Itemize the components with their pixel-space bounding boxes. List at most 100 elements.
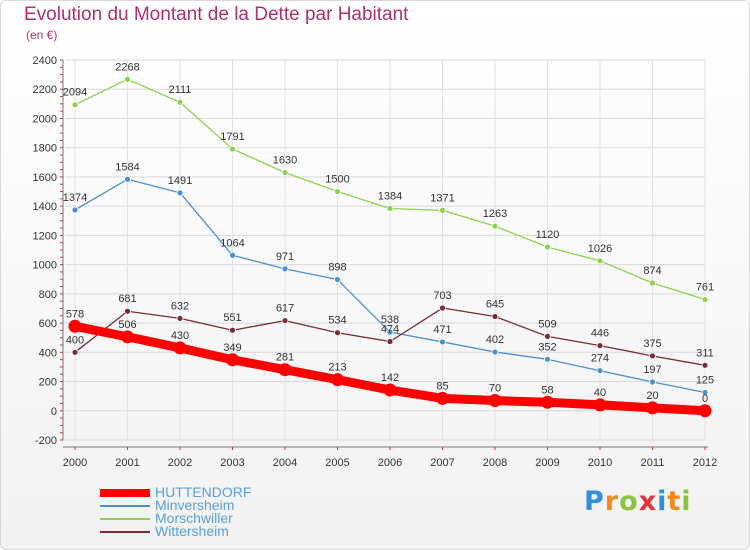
y-tick-label: 200 xyxy=(39,377,57,389)
x-tick-label: 2007 xyxy=(430,457,454,469)
data-point xyxy=(439,338,446,346)
data-point xyxy=(386,328,394,336)
data-point xyxy=(488,394,502,408)
data-label: 311 xyxy=(696,347,714,359)
data-point xyxy=(176,314,184,322)
data-label: 1371 xyxy=(430,192,454,204)
x-tick-label: 2011 xyxy=(641,457,665,469)
data-label: 2268 xyxy=(115,61,139,73)
data-label: 538 xyxy=(381,314,399,326)
data-point xyxy=(229,251,236,259)
data-point xyxy=(173,341,187,355)
data-point xyxy=(593,398,607,412)
data-point xyxy=(331,373,344,387)
data-label: 281 xyxy=(276,352,294,364)
data-label: 125 xyxy=(696,375,714,387)
y-tick-label: 1000 xyxy=(33,260,57,272)
logo-letter: P xyxy=(584,486,605,517)
data-label: 40 xyxy=(594,387,606,399)
data-point xyxy=(383,383,397,397)
data-point xyxy=(649,279,656,287)
x-tick-label: 2006 xyxy=(378,457,402,469)
data-label: 2111 xyxy=(169,84,192,96)
grid-lines xyxy=(65,59,706,441)
logo-letter: x xyxy=(638,486,658,517)
data-point xyxy=(544,332,551,340)
data-label: 471 xyxy=(433,324,451,336)
data-labels: 578 506 430 349 281 213 142 85 70 58 40 20 0 1374 1584… xyxy=(63,61,714,404)
data-point xyxy=(334,188,341,195)
data-point xyxy=(596,257,604,265)
proxiti-logo: Proxiti xyxy=(584,486,692,517)
data-label: 1491 xyxy=(168,175,192,187)
logo-letter: r xyxy=(604,486,620,517)
data-label: 2094 xyxy=(63,87,87,99)
data-label: 509 xyxy=(538,318,556,330)
data-point xyxy=(121,330,134,344)
data-label: 1791 xyxy=(220,131,244,143)
data-label: 1384 xyxy=(378,190,402,202)
data-point xyxy=(124,75,131,83)
data-label: 551 xyxy=(223,312,241,324)
x-tick-label: 2008 xyxy=(483,457,507,469)
data-point xyxy=(281,317,289,324)
data-label: 1120 xyxy=(536,229,560,241)
data-point xyxy=(68,319,82,333)
data-point xyxy=(541,395,554,409)
y-tick-label: 600 xyxy=(39,318,57,330)
data-point xyxy=(229,326,236,334)
y-tick-label: 400 xyxy=(39,347,57,359)
data-point xyxy=(334,329,341,337)
data-label: 971 xyxy=(276,251,294,263)
data-point xyxy=(124,307,131,315)
data-label: 681 xyxy=(118,293,136,305)
data-point xyxy=(281,265,289,273)
data-label: 446 xyxy=(591,328,609,340)
y-tick-label: 1200 xyxy=(33,230,57,242)
y-tick-label: 1400 xyxy=(33,201,57,213)
logo-letter: i xyxy=(657,486,668,517)
data-point xyxy=(544,243,551,251)
data-point xyxy=(439,304,446,312)
data-point xyxy=(491,222,499,230)
y-tick-label: 1600 xyxy=(33,172,57,184)
data-label: 703 xyxy=(433,290,451,302)
data-label: 400 xyxy=(66,334,84,346)
data-label: 1263 xyxy=(483,208,507,220)
data-label: 0 xyxy=(702,393,708,405)
y-tick-label: 2200 xyxy=(33,84,57,96)
data-label: 506 xyxy=(118,319,136,331)
x-tick-label: 2012 xyxy=(693,457,717,469)
data-label: 761 xyxy=(696,282,714,294)
data-point xyxy=(491,348,499,356)
logo-letter: i xyxy=(681,486,692,517)
data-point xyxy=(176,189,184,197)
legend-swatch xyxy=(100,531,150,533)
data-label: 430 xyxy=(171,330,189,342)
data-point xyxy=(649,352,656,360)
data-label: 534 xyxy=(328,315,346,327)
data-label: 274 xyxy=(591,353,609,365)
data-label: 632 xyxy=(171,300,189,312)
data-point xyxy=(698,404,712,418)
data-point xyxy=(649,378,656,386)
data-point xyxy=(229,145,236,153)
data-point xyxy=(439,206,446,214)
data-label: 20 xyxy=(646,390,658,402)
data-point xyxy=(278,363,292,377)
data-point xyxy=(491,313,499,320)
data-label: 142 xyxy=(381,372,399,384)
logo-letter: t xyxy=(667,486,682,517)
legend-swatch xyxy=(100,518,150,520)
data-point xyxy=(596,342,604,349)
data-label: 474 xyxy=(381,323,399,335)
data-point xyxy=(226,353,239,367)
data-label: 349 xyxy=(223,342,241,354)
legend-swatch xyxy=(100,489,150,497)
x-tick-label: 2000 xyxy=(63,457,87,469)
data-point xyxy=(596,367,604,375)
data-label: 1026 xyxy=(588,243,612,255)
data-point xyxy=(124,175,131,183)
